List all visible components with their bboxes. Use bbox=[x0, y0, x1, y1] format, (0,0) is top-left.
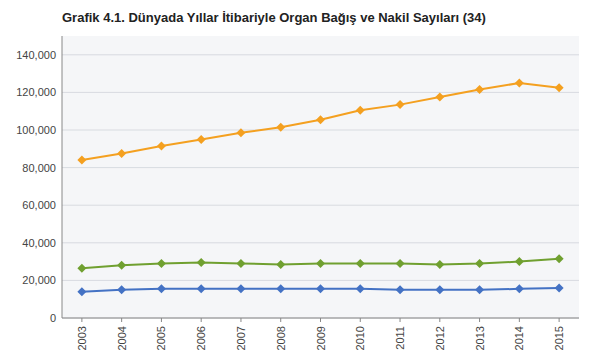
x-tick bbox=[439, 318, 440, 322]
data-point bbox=[276, 260, 285, 269]
data-point bbox=[555, 254, 564, 263]
data-point bbox=[157, 259, 166, 268]
x-tick-label: 2013 bbox=[474, 326, 486, 350]
data-point bbox=[356, 284, 365, 293]
data-point bbox=[515, 79, 524, 88]
data-point bbox=[555, 283, 564, 292]
x-tick-label: 2006 bbox=[195, 326, 207, 350]
data-point bbox=[356, 106, 365, 115]
x-tick-label: 2015 bbox=[553, 326, 565, 350]
data-point bbox=[396, 100, 405, 109]
data-point bbox=[117, 261, 126, 270]
y-tick-label: 100,000 bbox=[16, 124, 56, 136]
grid-line bbox=[62, 280, 579, 281]
data-point bbox=[435, 93, 444, 102]
x-tick-label: 2007 bbox=[235, 326, 247, 350]
grid-line bbox=[62, 242, 579, 243]
x-tick bbox=[559, 318, 560, 322]
grid-line bbox=[62, 54, 579, 55]
y-tick-label: 0 bbox=[50, 312, 56, 324]
data-point bbox=[197, 135, 206, 144]
y-tick-label: 40,000 bbox=[22, 237, 56, 249]
x-tick bbox=[201, 318, 202, 322]
data-point bbox=[236, 259, 245, 268]
y-tick-label: 140,000 bbox=[16, 49, 56, 61]
data-point bbox=[515, 284, 524, 293]
data-point bbox=[157, 141, 166, 150]
y-tick-label: 80,000 bbox=[22, 162, 56, 174]
data-point bbox=[117, 285, 126, 294]
x-tick-label: 2012 bbox=[434, 326, 446, 350]
data-point bbox=[475, 285, 484, 294]
plot-area bbox=[62, 36, 579, 318]
series-group bbox=[77, 79, 563, 297]
x-tick bbox=[479, 318, 480, 322]
x-tick-label: 2014 bbox=[513, 326, 525, 350]
data-point bbox=[77, 156, 86, 165]
data-point bbox=[555, 83, 564, 92]
y-tick-label: 20,000 bbox=[22, 274, 56, 286]
data-point bbox=[316, 115, 325, 124]
grid-line bbox=[62, 205, 579, 206]
grid-line bbox=[62, 167, 579, 168]
x-tick bbox=[360, 318, 361, 322]
x-tick bbox=[121, 318, 122, 322]
data-point bbox=[157, 284, 166, 293]
data-point bbox=[316, 284, 325, 293]
x-tick-label: 2009 bbox=[315, 326, 327, 350]
y-axis-line bbox=[62, 36, 63, 318]
x-tick-label: 2005 bbox=[155, 326, 167, 350]
grid-line bbox=[62, 130, 579, 131]
x-tick-label: 2003 bbox=[76, 326, 88, 350]
x-tick bbox=[400, 318, 401, 322]
data-point bbox=[435, 260, 444, 269]
grid-line bbox=[62, 92, 579, 93]
data-point bbox=[356, 259, 365, 268]
series-line bbox=[82, 259, 559, 268]
x-tick bbox=[320, 318, 321, 322]
data-point bbox=[236, 284, 245, 293]
data-point bbox=[316, 259, 325, 268]
y-tick-label: 60,000 bbox=[22, 199, 56, 211]
x-tick bbox=[240, 318, 241, 322]
x-tick-label: 2004 bbox=[116, 326, 128, 350]
x-tick bbox=[280, 318, 281, 322]
data-point bbox=[475, 85, 484, 94]
data-point bbox=[197, 284, 206, 293]
data-point bbox=[77, 287, 86, 296]
data-point bbox=[475, 259, 484, 268]
data-point bbox=[197, 258, 206, 267]
data-point bbox=[276, 284, 285, 293]
data-point bbox=[236, 128, 245, 137]
x-tick bbox=[161, 318, 162, 322]
data-point bbox=[396, 285, 405, 294]
data-point bbox=[77, 264, 86, 273]
x-tick bbox=[81, 318, 82, 322]
x-tick-label: 2010 bbox=[354, 326, 366, 350]
series-line bbox=[82, 83, 559, 160]
x-tick-label: 2011 bbox=[394, 326, 406, 350]
data-point bbox=[515, 257, 524, 266]
y-tick-label: 120,000 bbox=[16, 86, 56, 98]
data-point bbox=[276, 123, 285, 132]
x-tick-label: 2008 bbox=[275, 326, 287, 350]
data-point bbox=[117, 149, 126, 158]
chart-title: Grafik 4.1. Dünyada Yıllar İtibariyle Or… bbox=[62, 10, 486, 25]
data-point bbox=[435, 285, 444, 294]
chart: 0 20,000 40,000 60,000 80,000 100,000 120,000 1… bbox=[0, 0, 595, 364]
data-point bbox=[396, 259, 405, 268]
x-tick bbox=[519, 318, 520, 322]
